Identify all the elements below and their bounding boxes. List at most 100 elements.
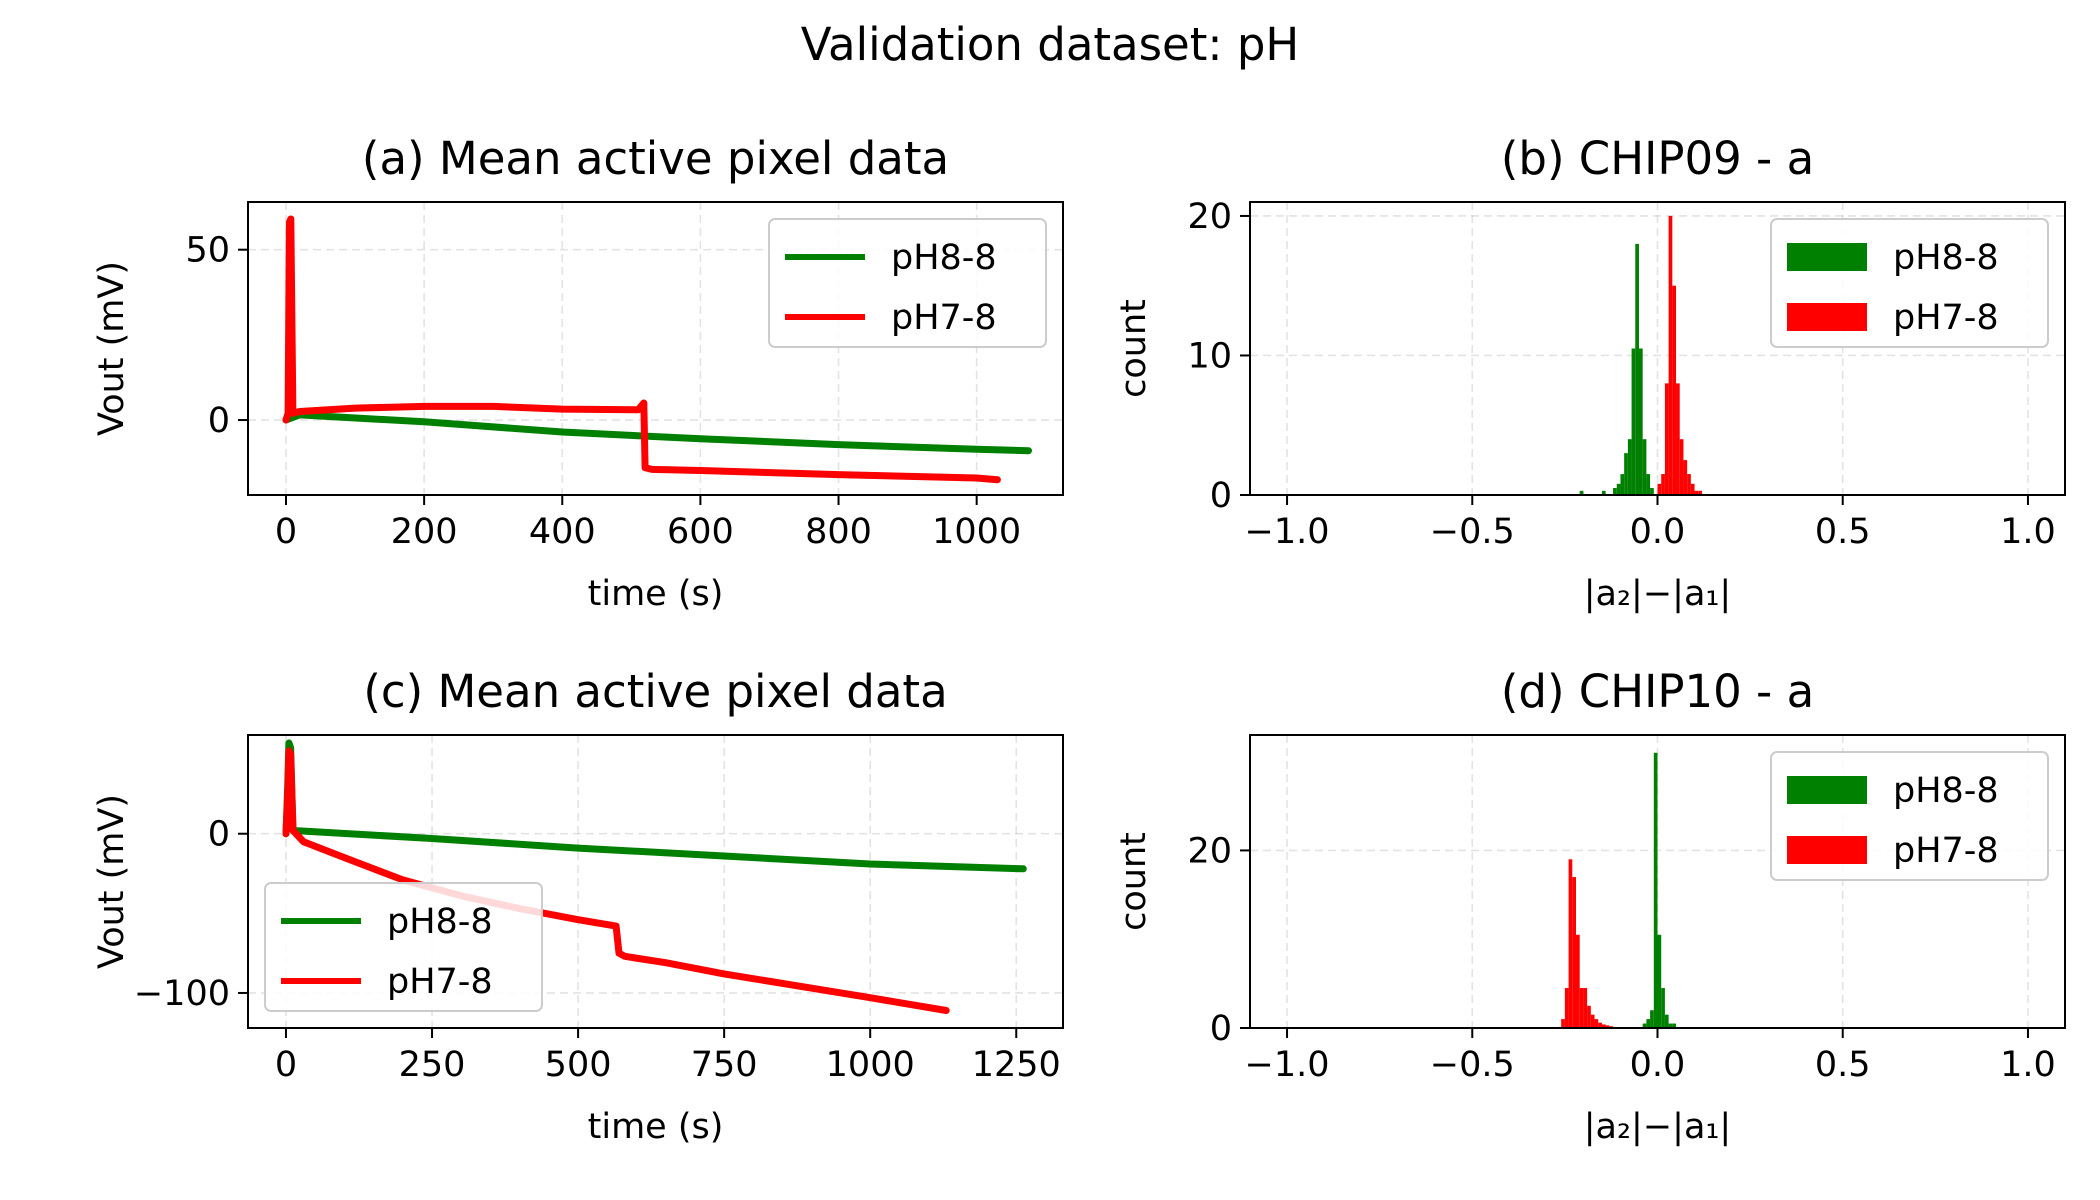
panel-a: 0 200 400 600 800 1000 0 50 (a) Mean active pixe… <box>92 132 1064 614</box>
x-tick-label: 400 <box>529 512 596 552</box>
x-tick-label: 0.0 <box>1630 512 1686 552</box>
series-line-pH8-8 <box>282 739 1027 873</box>
x-tick-label: 200 <box>391 512 458 552</box>
legend: pH8-8 pH7-8 <box>1770 218 2049 348</box>
legend-swatch-pH8-8 <box>1787 243 1867 271</box>
x-axis-label: |a₂|−|a₁| <box>1584 574 1731 614</box>
y-tick-label: 50 <box>185 231 230 271</box>
y-tick-label: 20 <box>1187 197 1232 237</box>
panel-d: −1.0 −0.5 0.0 0.5 1.0 0 20 (d) CHIP10 - a |a₂|−|… <box>1114 665 2066 1147</box>
histogram-bar-pH7-8 <box>1579 988 1584 1028</box>
histogram-bar-pH8-8 <box>1642 1023 1647 1028</box>
x-tick-label: 1.0 <box>2000 1045 2056 1085</box>
x-tick-label: 750 <box>691 1045 758 1085</box>
x-tick-label: 1250 <box>972 1045 1061 1085</box>
legend-label: pH7-8 <box>891 298 997 338</box>
histogram-bar-pH7-8 <box>1590 1014 1595 1028</box>
histogram-bar-pH7-8 <box>1598 1022 1602 1028</box>
x-tick-label: 1.0 <box>2000 512 2056 552</box>
legend-label: pH7-8 <box>387 962 493 1002</box>
histogram-bar-pH8-8 <box>1664 1014 1669 1028</box>
histogram-bar-pH7-8 <box>1605 1025 1610 1028</box>
y-axis-label: count <box>1114 832 1154 931</box>
histogram-bar-pH7-8 <box>1657 483 1662 495</box>
panel-title: (a) Mean active pixel data <box>362 132 949 185</box>
x-tick-label: 0 <box>275 1045 297 1085</box>
y-axis-label: count <box>1114 299 1154 398</box>
histogram-bar-pH7-8 <box>1561 1019 1565 1028</box>
histogram-bar-pH7-8 <box>1587 1005 1591 1028</box>
x-tick-label: 500 <box>545 1045 612 1085</box>
histogram-bar-pH8-8 <box>1635 243 1639 495</box>
y-tick-label: 0 <box>1210 476 1232 516</box>
y-axis-label: Vout (mV) <box>92 794 132 969</box>
plot-area-b <box>1579 215 1702 495</box>
histogram-bar-pH7-8 <box>1568 859 1573 1028</box>
histogram-bar-pH8-8 <box>1638 348 1643 495</box>
histogram-bar-pH7-8 <box>1661 474 1665 495</box>
histogram-bar-pH7-8 <box>1690 483 1695 495</box>
x-tick-label: 0.0 <box>1630 1045 1686 1085</box>
legend-label: pH8-8 <box>891 238 997 278</box>
x-tick-label: 0 <box>275 512 297 552</box>
histogram-bar-pH7-8 <box>1601 1024 1606 1028</box>
histogram-bar-pH8-8 <box>1672 1023 1677 1028</box>
x-tick-label: 800 <box>805 512 872 552</box>
panel-c: 0 250 500 750 1000 1250 0 −100 (c) Mean active p… <box>92 665 1064 1147</box>
legend: pH8-8 pH7-8 <box>1770 751 2049 881</box>
histogram-bar-pH8-8 <box>1613 488 1617 495</box>
histogram-bar-pH7-8 <box>1668 215 1673 495</box>
legend: pH8-8 pH7-8 <box>264 882 543 1012</box>
plot-area-d <box>1561 752 1677 1028</box>
panel-title: (b) CHIP09 - a <box>1501 132 1814 185</box>
histogram-bar-pH7-8 <box>1583 988 1588 1028</box>
histogram-bar-pH8-8 <box>1668 1023 1673 1028</box>
histogram-bar-pH8-8 <box>1620 474 1625 495</box>
histogram-bar-pH8-8 <box>1627 439 1632 495</box>
histogram-bar-pH7-8 <box>1594 1019 1599 1028</box>
histogram-bar-pH7-8 <box>1576 934 1580 1028</box>
histogram-bar-pH7-8 <box>1564 988 1569 1028</box>
y-axis-label: Vout (mV) <box>92 261 132 436</box>
histogram-bar-pH8-8 <box>1646 474 1651 495</box>
x-tick-label: 0.5 <box>1815 1045 1871 1085</box>
histogram-bar-pH7-8 <box>1698 490 1702 495</box>
histogram-bar-pH7-8 <box>1683 460 1688 495</box>
histogram-bar-pH8-8 <box>1579 490 1584 495</box>
y-tick-label: 0 <box>208 401 230 441</box>
y-tick-label: 20 <box>1187 831 1232 871</box>
x-tick-label: −0.5 <box>1430 512 1515 552</box>
histogram-bar-pH8-8 <box>1661 988 1665 1028</box>
y-tick-label: 0 <box>208 815 230 855</box>
histogram-bar-pH8-8 <box>1650 1010 1654 1028</box>
panel-b: −1.0 −0.5 0.0 0.5 1.0 0 10 20 (b) CHIP09 - a |a₂|… <box>1114 132 2066 614</box>
histogram-bar-pH8-8 <box>1616 483 1621 495</box>
series-line-pH7-8 <box>282 215 1001 484</box>
legend: pH8-8 pH7-8 <box>768 218 1047 348</box>
legend-label: pH8-8 <box>1893 771 1999 811</box>
histogram-bar-pH8-8 <box>1646 1019 1651 1028</box>
figure-title: Validation dataset: pH <box>801 18 1300 71</box>
histogram-bar-pH7-8 <box>1694 490 1699 495</box>
x-axis-label: time (s) <box>588 1107 724 1147</box>
histogram-bar-pH7-8 <box>1572 877 1576 1028</box>
x-tick-label: −1.0 <box>1245 512 1330 552</box>
axes-frame <box>247 201 1064 496</box>
legend-swatch-pH7-8 <box>1787 836 1867 864</box>
histogram-bar-pH8-8 <box>1624 453 1628 495</box>
legend-swatch-pH7-8 <box>1787 303 1867 331</box>
histogram-bar-pH7-8 <box>1679 439 1684 495</box>
series-line-pH8-8 <box>282 411 1032 455</box>
legend-label: pH7-8 <box>1893 831 1999 871</box>
x-tick-label: 250 <box>399 1045 466 1085</box>
x-tick-label: 0.5 <box>1815 512 1871 552</box>
histogram-bar-pH8-8 <box>1631 348 1636 495</box>
plot-area-a <box>282 215 1032 484</box>
x-tick-label: 600 <box>667 512 734 552</box>
histogram-bar-pH7-8 <box>1672 285 1677 495</box>
axes-frame <box>247 734 1064 1029</box>
legend-label: pH8-8 <box>1893 238 1999 278</box>
legend-label: pH8-8 <box>387 902 493 942</box>
y-tick-label: 0 <box>1210 1009 1232 1049</box>
